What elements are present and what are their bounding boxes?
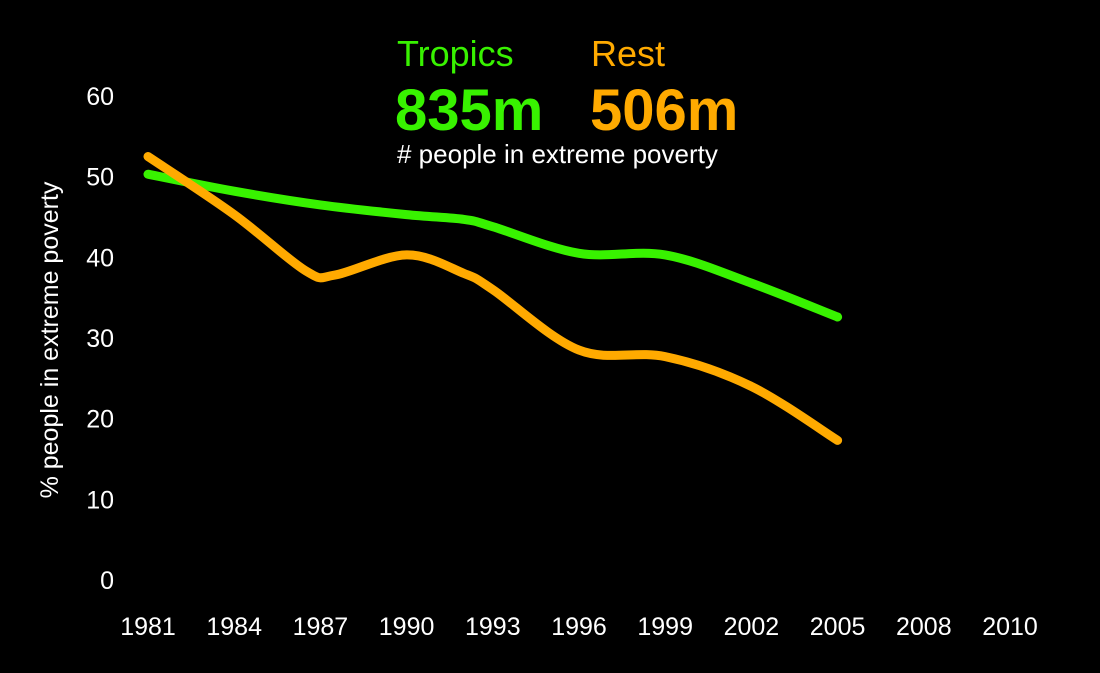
y-axis-title: % people in extreme poverty	[36, 181, 64, 498]
x-tick-label: 1993	[465, 613, 521, 641]
legend-name-rest: Rest	[591, 33, 665, 74]
x-tick-label: 1999	[637, 613, 693, 641]
y-tick-label: 0	[100, 567, 114, 595]
y-tick-label: 20	[86, 406, 114, 434]
y-tick-label: 50	[86, 164, 114, 192]
legend-total-rest: 506m	[590, 78, 738, 143]
y-tick-label: 10	[86, 486, 114, 514]
x-tick-label: 1981	[120, 613, 176, 641]
x-tick-label: 2010	[982, 613, 1038, 641]
y-tick-label: 60	[86, 83, 114, 111]
x-tick-label: 2005	[810, 613, 866, 641]
y-tick-label: 40	[86, 244, 114, 272]
chart-subtitle: # people in extreme poverty	[397, 139, 718, 169]
x-tick-label: 1990	[379, 613, 435, 641]
legend-name-tropics: Tropics	[397, 33, 514, 74]
x-tick-label: 1984	[206, 613, 262, 641]
x-tick-label: 1996	[551, 613, 607, 641]
legend: Tropics 835m Rest 506m # people in extre…	[395, 33, 738, 169]
x-tick-label: 2008	[896, 613, 952, 641]
x-tick-label: 2002	[724, 613, 780, 641]
series-line-rest	[143, 152, 843, 445]
x-tick-labels: 1981 1984 1987 1990 1993 1996 1999 2002 2005 2008…	[120, 613, 1038, 641]
x-tick-label: 1987	[293, 613, 349, 641]
legend-total-tropics: 835m	[395, 78, 543, 143]
y-tick-label: 30	[86, 325, 114, 353]
y-tick-labels: 0 10 20 30 40 50 60	[86, 83, 114, 595]
series-line-tropics	[143, 169, 843, 322]
series-lines	[143, 152, 843, 445]
